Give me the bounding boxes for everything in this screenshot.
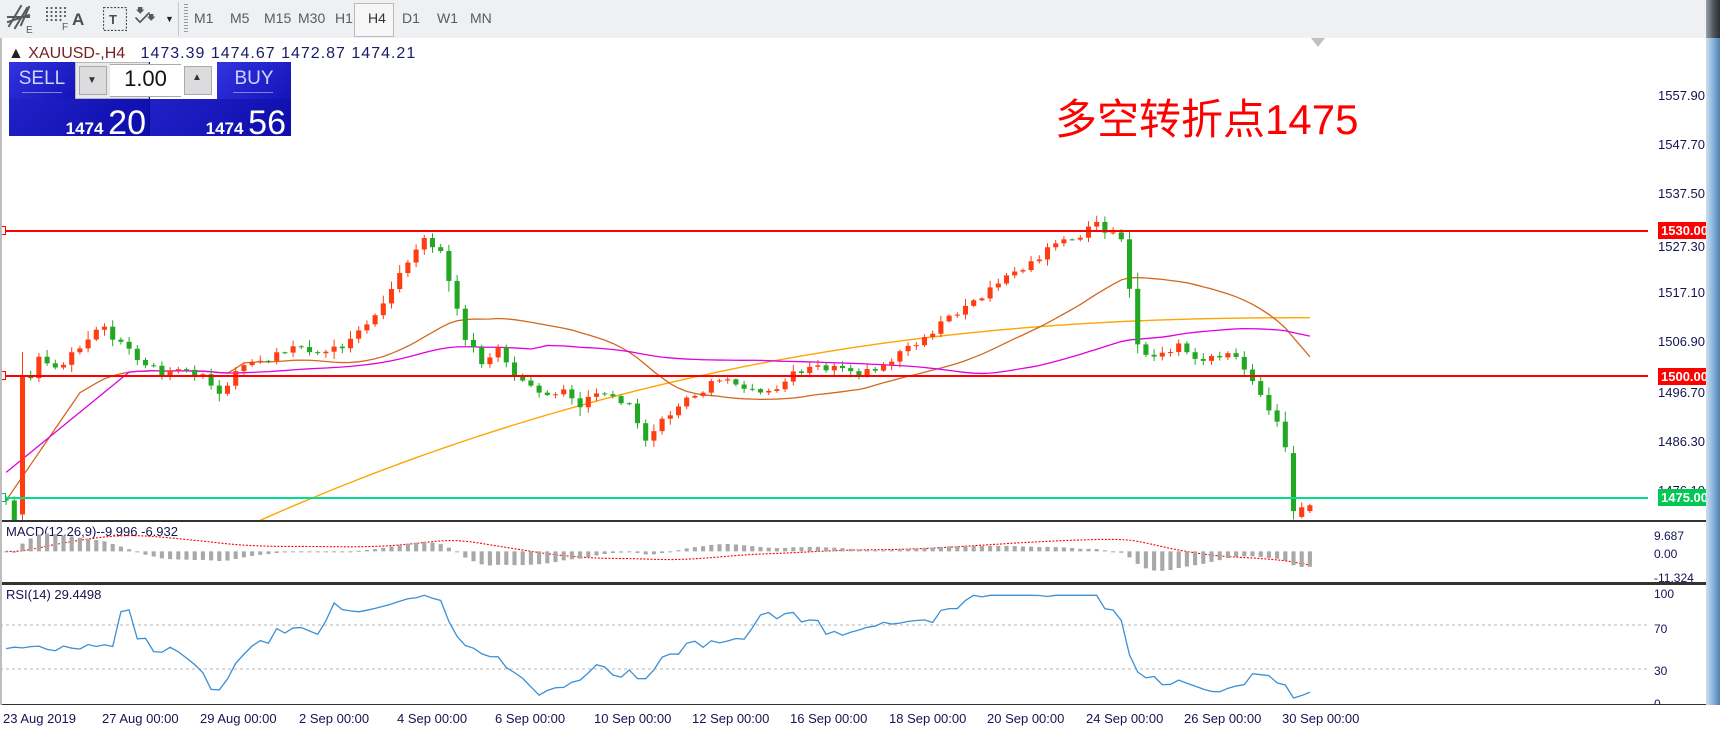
svg-text:T: T [109,12,117,27]
svg-text:E: E [26,25,33,35]
svg-text:F: F [62,22,68,33]
